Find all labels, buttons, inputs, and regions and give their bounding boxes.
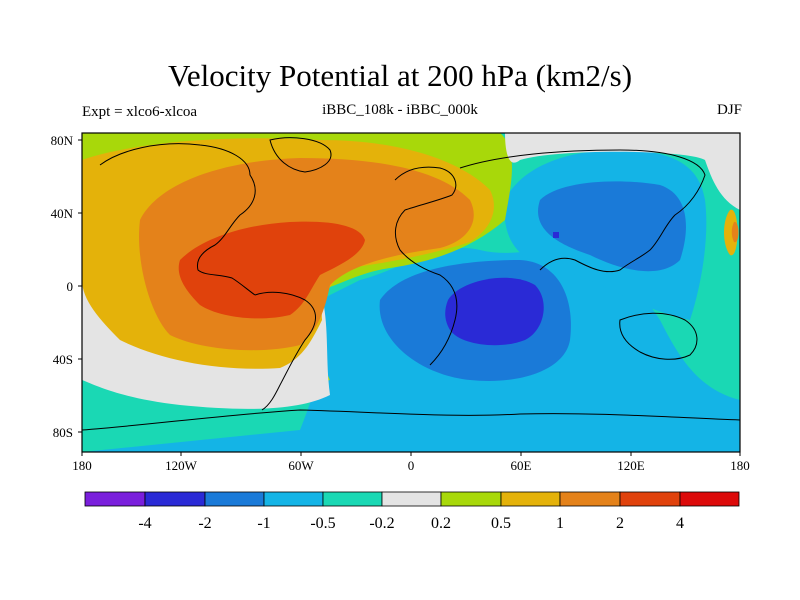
colorbar-label: 0.5 [491, 515, 511, 532]
coastlines [82, 137, 740, 431]
lon-tick-label: 180 [730, 458, 750, 473]
coast-asia [459, 149, 706, 273]
difference-label: iBBC_108k - iBBC_000k [322, 102, 478, 118]
field-white-north [505, 133, 740, 210]
field-darkblue-africa [445, 277, 544, 346]
colorbar-label: 2 [616, 515, 624, 532]
lon-tick-label: 60W [288, 458, 314, 473]
colorbar-label: -1 [257, 515, 270, 532]
coast-antarctica [82, 409, 740, 431]
lon-tick-label: 120E [617, 458, 645, 473]
colorbar-swatch [263, 491, 324, 507]
experiment-label: Expt = xlco6-xlcoa [82, 104, 198, 120]
colorbar-swatch [440, 491, 502, 507]
colorbar-swatch [679, 491, 740, 507]
colorbar-swatch [559, 491, 621, 507]
colorbar-swatch [322, 491, 383, 507]
colorbar-label: -0.5 [310, 515, 335, 532]
lon-tick-label: 120W [165, 458, 198, 473]
season-label: DJF [716, 102, 742, 118]
lat-tick-label: 40S [53, 352, 73, 367]
field-east-edge-yellow [724, 209, 738, 256]
colorbar: -4 -2 -1 -0.5 -0.2 0.2 0.5 1 2 4 [84, 491, 740, 532]
lat-tick-label: 40N [51, 206, 74, 221]
coast-europe-africa [394, 166, 458, 366]
colorbar-label: -4 [138, 515, 151, 532]
colorbar-label: 0.2 [431, 515, 451, 532]
coast-north-america [99, 143, 256, 296]
field-red-core [178, 221, 365, 319]
lat-tick-label: 0 [67, 279, 74, 294]
colorbar-label: -2 [198, 515, 211, 532]
lon-tick-label: 0 [408, 458, 415, 473]
lon-axis: 180 120W 60W 0 60E 120E 180 [72, 452, 750, 473]
colorbar-label: -0.2 [369, 515, 394, 532]
field-blue-spot [553, 232, 559, 238]
colorbar-label: 4 [676, 515, 684, 532]
colorbar-swatch [619, 491, 681, 507]
colorbar-swatch [500, 491, 561, 507]
lon-tick-label: 60E [511, 458, 532, 473]
lat-tick-label: 80S [53, 425, 73, 440]
lat-axis: 80N 40N 0 40S 80S [51, 133, 82, 440]
colorbar-swatch [381, 491, 442, 507]
colorbar-label: 1 [556, 515, 564, 532]
colorbar-swatch [204, 491, 265, 507]
plot-title: Velocity Potential at 200 hPa (km2/s) [167, 58, 633, 93]
lat-tick-label: 80N [51, 133, 74, 148]
lon-tick-label: 180 [72, 458, 92, 473]
colorbar-swatch [84, 491, 146, 507]
coast-greenland [269, 137, 332, 173]
coast-australia [619, 312, 698, 360]
coast-south-america [254, 291, 316, 411]
field-blue-east [538, 181, 686, 272]
colorbar-swatch [144, 491, 206, 507]
field-east-edge-orange [731, 221, 739, 243]
